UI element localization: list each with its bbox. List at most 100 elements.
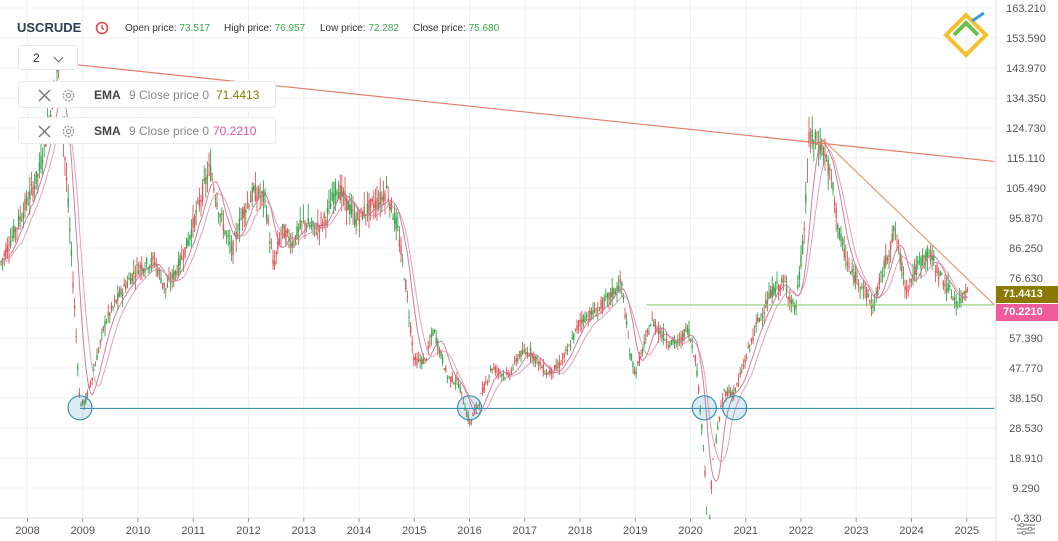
sma-line [0, 115, 968, 463]
candle-body [296, 226, 298, 238]
candle-body [331, 192, 333, 201]
candle-body [608, 292, 610, 300]
candle-body [779, 285, 781, 292]
price-series [0, 57, 969, 520]
candle-body [200, 199, 202, 202]
candle-body [390, 198, 393, 211]
close-icon[interactable] [38, 125, 51, 138]
symbol-name[interactable]: USCRUDE [17, 20, 82, 35]
candle-body [270, 247, 273, 249]
candle-body [513, 359, 516, 361]
candle-body [929, 250, 932, 261]
candle-body [425, 358, 428, 360]
candle-body [915, 264, 917, 275]
candle-body [249, 200, 252, 203]
candle-body [787, 296, 789, 299]
candle-body [609, 292, 612, 297]
candle-body [781, 278, 783, 283]
x-tick-label: 2018 [568, 525, 592, 537]
candle-body [488, 376, 490, 377]
candle-body [104, 320, 106, 328]
candle-body [190, 229, 193, 238]
candle-body [771, 286, 773, 298]
candle-body [126, 282, 129, 286]
candle-body [854, 272, 857, 283]
candle-body [128, 278, 130, 280]
candle-body [877, 286, 879, 296]
candle-body [363, 206, 365, 217]
candle-body [581, 319, 583, 325]
indicator-ema[interactable]: EMA 9 Close price 0 71.4413 [18, 81, 276, 108]
trendline [822, 139, 995, 306]
candle-body [637, 362, 639, 363]
candle-body [518, 354, 521, 357]
candle-body [950, 296, 953, 298]
candle-body [411, 341, 413, 346]
candle-body [827, 160, 829, 176]
candle-body [526, 352, 529, 357]
gear-icon[interactable] [61, 124, 76, 139]
candle-body [697, 386, 700, 392]
candle-body [709, 517, 711, 519]
close-icon[interactable] [38, 89, 51, 102]
candle-body [627, 337, 629, 339]
candle-body [197, 200, 199, 202]
candle-body [904, 286, 906, 290]
candle-body [315, 232, 317, 235]
candle-body [648, 332, 650, 335]
candle-body [169, 282, 172, 284]
candle-body [552, 372, 554, 374]
candle-body [305, 225, 308, 228]
candle-body [86, 391, 89, 397]
candle-body [960, 298, 962, 303]
candle-body [741, 370, 743, 373]
candle-body [861, 286, 863, 288]
candle-body [909, 279, 911, 281]
candle-body [472, 413, 474, 417]
candle-body [141, 264, 143, 271]
support-circle [691, 395, 717, 421]
x-tick-label: 2009 [71, 525, 95, 537]
candle-body [408, 317, 410, 319]
zoom-selector[interactable]: 2 [18, 45, 78, 70]
candle-body [185, 237, 188, 249]
candle-body [429, 342, 431, 344]
candle-body [358, 218, 361, 226]
gear-icon[interactable] [61, 88, 76, 103]
candle-body [672, 337, 674, 343]
x-tick-label: 2016 [457, 525, 481, 537]
candle-body [664, 339, 666, 341]
indicator-sma[interactable]: SMA 9 Close price 0 70.2210 [18, 117, 276, 144]
y-tick-label: 153.590 [1006, 33, 1046, 45]
candle-body [123, 283, 125, 287]
candle-body [510, 369, 513, 374]
candle-body [889, 242, 892, 251]
candle-body [385, 185, 388, 188]
candle-body [241, 208, 244, 219]
candle-body [65, 177, 68, 181]
chart-settings-icon[interactable] [1016, 522, 1036, 536]
candle-body [347, 201, 349, 210]
candle-body [840, 234, 842, 241]
clock-icon[interactable] [95, 21, 109, 35]
candle-body [872, 304, 874, 308]
candle-body [437, 340, 439, 349]
candle-body [766, 299, 769, 306]
candle-body [907, 290, 909, 292]
candle-body [797, 284, 799, 289]
candle-body [13, 225, 15, 239]
candle-body [329, 204, 332, 209]
candle-body [381, 197, 383, 200]
candle-body [821, 143, 823, 150]
candle-body [21, 219, 23, 221]
candle-body [78, 392, 81, 397]
candle-body [571, 337, 573, 339]
x-tick-label: 2011 [181, 525, 205, 537]
candle-body [494, 366, 497, 373]
candle-body [617, 285, 620, 292]
candle-body [461, 391, 463, 393]
candle-body [853, 275, 855, 283]
candle-body [635, 372, 637, 374]
candle-body [622, 296, 625, 300]
